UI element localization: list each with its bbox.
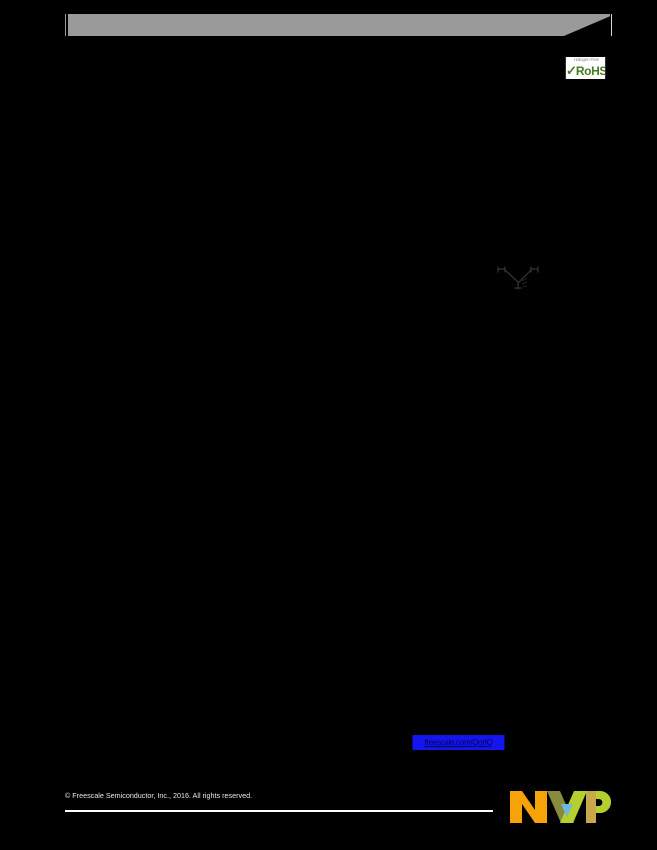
rohs-badge-label: RoHS [575, 63, 606, 78]
highlighted-link[interactable]: freescale.com/QorIQ [412, 735, 505, 750]
footer-copyright: © Freescale Semiconductor, Inc., 2016. A… [65, 791, 253, 800]
title-banner [65, 14, 612, 36]
checkmark-icon: ✓ [566, 63, 577, 78]
nxp-logo [508, 787, 611, 827]
package-outline-icon [497, 266, 539, 290]
nxp-logo-icon [510, 791, 611, 823]
rohs-badge: Halogen Free ✓ RoHS [565, 57, 606, 79]
footer-divider [65, 810, 493, 812]
banner-fill [68, 14, 610, 36]
package-outline-diagram [495, 261, 541, 293]
rohs-badge-top-text: Halogen Free [574, 57, 599, 62]
rohs-badge-main: ✓ RoHS [566, 62, 606, 79]
banner-left-rule [65, 14, 66, 36]
banner-right-rule [611, 14, 612, 36]
